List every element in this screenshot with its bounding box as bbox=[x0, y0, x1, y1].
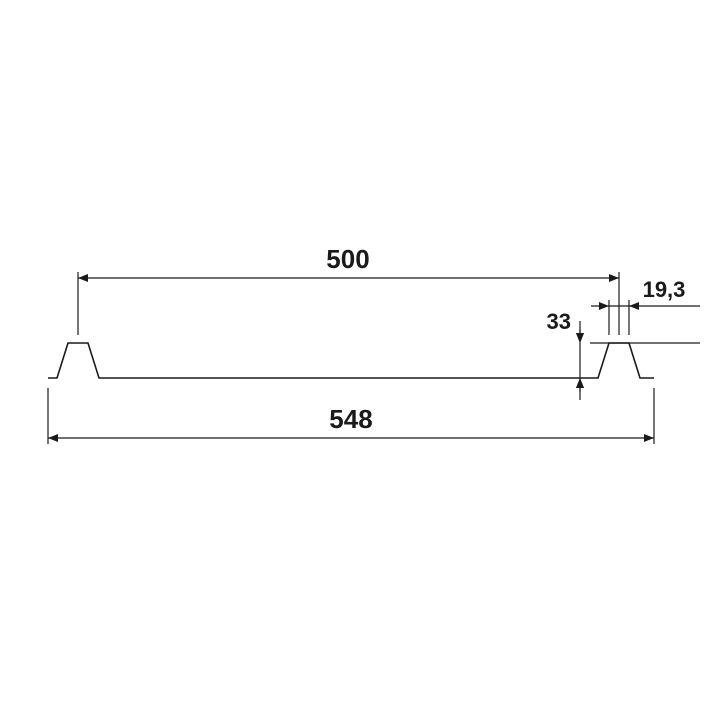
dim-arrowhead bbox=[576, 378, 584, 388]
dim-arrowhead bbox=[576, 333, 584, 343]
dim-label-500: 500 bbox=[326, 244, 369, 274]
dim-arrowhead bbox=[599, 302, 609, 310]
dim-label-19-3: 19,3 bbox=[643, 277, 686, 302]
dim-label-33: 33 bbox=[547, 309, 571, 334]
dim-label-548: 548 bbox=[329, 404, 372, 434]
profile-outline bbox=[48, 343, 654, 378]
dim-arrowhead bbox=[629, 302, 639, 310]
